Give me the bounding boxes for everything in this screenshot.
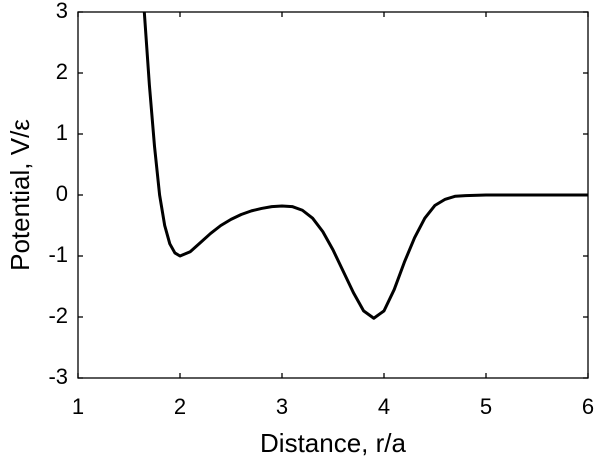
x-tick-label: 2 (174, 394, 186, 419)
y-tick-label: -3 (48, 364, 68, 389)
y-tick-label: 3 (56, 0, 68, 23)
x-tick-label: 1 (72, 394, 84, 419)
y-tick-label: 1 (56, 120, 68, 145)
data-line (142, 12, 588, 320)
x-axis-label: Distance, r/a (260, 428, 406, 458)
y-tick-label: 2 (56, 59, 68, 84)
y-tick-label: -1 (48, 242, 68, 267)
x-tick-label: 5 (480, 394, 492, 419)
x-tick-label: 3 (276, 394, 288, 419)
x-tick-label: 4 (378, 394, 390, 419)
y-tick-label: -2 (48, 303, 68, 328)
y-axis-label: Potential, V/ε (5, 119, 35, 271)
y-tick-label: 0 (56, 181, 68, 206)
x-tick-label: 6 (582, 394, 594, 419)
